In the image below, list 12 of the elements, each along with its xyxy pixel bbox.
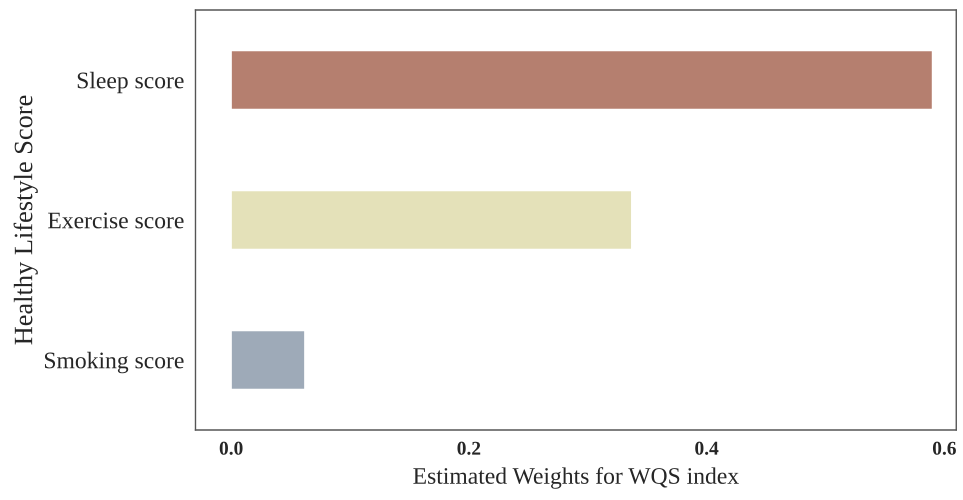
y-tick-label: Sleep score [78,72,184,94]
bar [230,50,934,110]
y-axis-title: Healthy Lifestyle Score [14,96,38,345]
x-tick-label: 0.0 [220,442,243,455]
y-tick-label: Smoking score [44,352,184,374]
x-tick-label: 0.6 [932,442,956,455]
y-tick-label: Exercise score [48,212,184,228]
bar [230,190,632,250]
x-axis-title: Estimated Weights for WQS index [413,467,739,489]
x-tick-label: 0.2 [457,442,480,455]
x-tick-label: 0.4 [695,442,718,455]
bar [230,330,306,390]
